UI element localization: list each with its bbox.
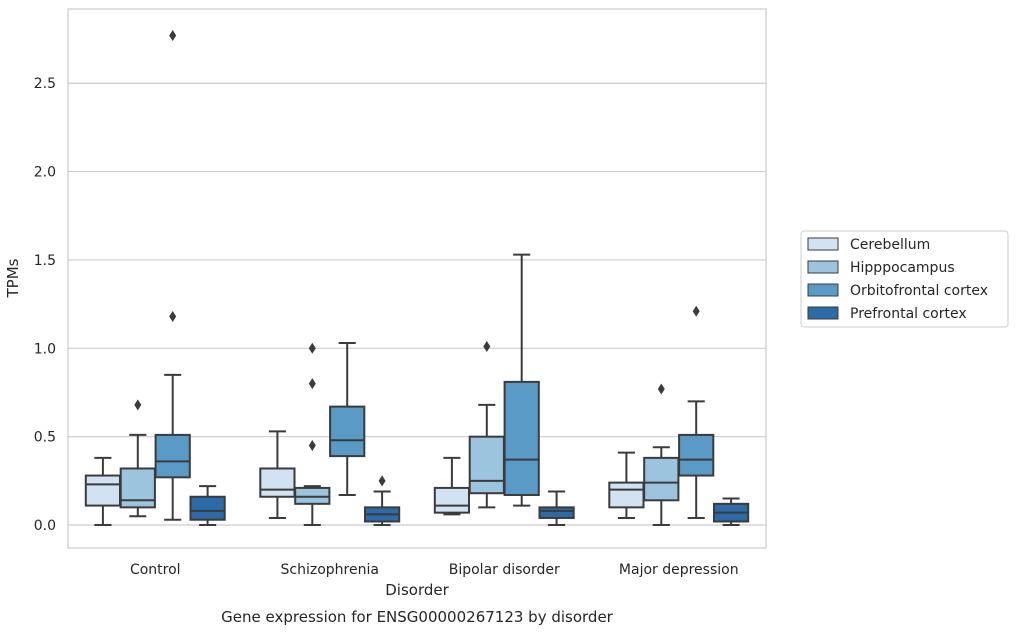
box-iqr	[154, 433, 191, 479]
box-hipppocampus	[643, 383, 680, 527]
legend-label: Orbitofrontal cortex	[850, 283, 988, 299]
x-tick-label: Control	[130, 562, 181, 578]
outlier-point	[308, 440, 316, 452]
box-orbitofrontal-cortex	[678, 305, 715, 519]
legend-swatch	[807, 283, 839, 297]
y-tick-label: 1.5	[34, 253, 56, 269]
box-iqr	[433, 486, 471, 514]
x-tick-label: Bipolar disorder	[449, 562, 560, 578]
box-hipppocampus	[119, 399, 156, 518]
legend-swatch	[807, 237, 839, 251]
outlier-point	[692, 305, 700, 317]
box-cerebellum	[84, 456, 122, 527]
box-orbitofrontal-cortex	[329, 342, 366, 496]
y-tick-label: 0.0	[34, 518, 56, 534]
box-iqr	[189, 495, 226, 521]
box-iqr	[468, 435, 505, 495]
legend-frame	[800, 230, 1009, 328]
box-prefrontal-cortex	[712, 497, 750, 527]
x-axis-label: Disorder	[385, 581, 449, 599]
outlier-point	[483, 341, 491, 353]
box-prefrontal-cortex	[189, 485, 226, 527]
y-tick-label: 2.0	[34, 165, 56, 181]
plot-frame	[67, 8, 767, 549]
box-iqr	[678, 433, 715, 477]
box-prefrontal-cortex	[538, 490, 575, 527]
y-tick-label: 2.5	[34, 76, 56, 92]
box-iqr	[329, 405, 366, 458]
box-hipppocampus	[294, 342, 331, 527]
box-iqr	[119, 467, 156, 509]
y-axis-label: TPMs	[4, 258, 22, 298]
outlier-point	[378, 475, 386, 487]
legend-label: Cerebellum	[850, 237, 930, 253]
outlier-point	[169, 30, 177, 42]
x-tick-label: Major depression	[619, 562, 739, 578]
outlier-point	[657, 383, 665, 395]
outlier-point	[308, 342, 316, 354]
legend-label: Prefrontal cortex	[850, 306, 967, 322]
box-iqr	[538, 506, 575, 519]
box-prefrontal-cortex	[363, 475, 401, 527]
x-tick-label: Schizophrenia	[281, 562, 379, 578]
box-cerebellum	[259, 430, 296, 519]
outlier-point	[169, 310, 177, 322]
outlier-point	[308, 378, 316, 390]
chart-caption: Gene expression for ENSG00000267123 by d…	[221, 608, 614, 626]
y-tick-label: 0.5	[34, 430, 56, 446]
box-hipppocampus	[468, 341, 505, 509]
y-axis-ticks: 0.0 0.5 1.0 1.5 2.0 2.5	[34, 76, 56, 534]
plot-area	[84, 30, 750, 527]
box-iqr	[503, 380, 540, 496]
y-tick-label: 1.0	[34, 341, 56, 357]
legend-swatch	[807, 306, 839, 320]
box-orbitofrontal-cortex	[503, 253, 540, 507]
box-iqr	[84, 474, 122, 507]
box-orbitofrontal-cortex	[154, 30, 191, 521]
legend: Cerebellum Hipppocampus Orbitofrontal cort…	[800, 230, 1009, 328]
box-cerebellum	[433, 456, 471, 516]
box-cerebellum	[608, 451, 645, 519]
box-iqr	[608, 481, 645, 509]
outlier-point	[134, 399, 142, 411]
box-iqr	[643, 456, 680, 502]
box-iqr	[259, 467, 296, 498]
x-axis-ticks: Control Schizophrenia Bipolar disorder Majo…	[130, 562, 739, 578]
legend-swatch	[807, 260, 839, 274]
legend-label: Hipppocampus	[850, 260, 955, 276]
